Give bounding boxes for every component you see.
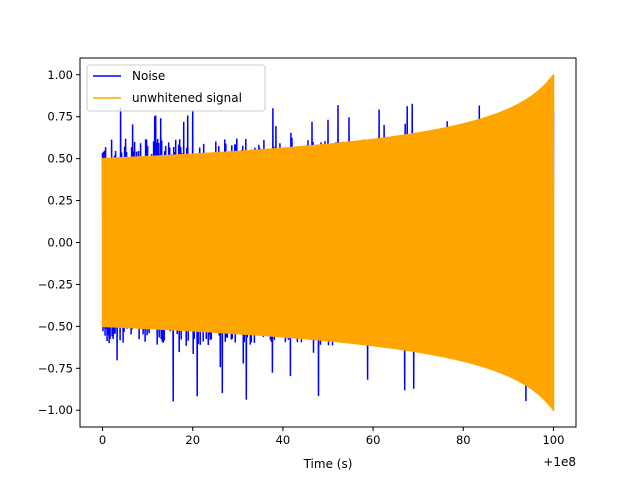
y-tick-label: −0.75 (38, 361, 73, 375)
x-tick-label: 60 (366, 433, 381, 447)
x-tick-label: 40 (276, 433, 291, 447)
y-tick-label: 1.00 (47, 68, 73, 82)
x-offset-label: +1e8 (543, 455, 576, 469)
y-tick-label: −1.00 (38, 403, 73, 417)
x-axis-label: Time (s) (303, 457, 353, 471)
axis-ticks: 0 20 40 60 80 100 −1.00 −0.75 −0.50 −0.25 0.00 0.25… (38, 68, 565, 447)
x-tick-label: 80 (456, 433, 471, 447)
legend-label-signal: unwhitened signal (132, 91, 242, 105)
legend-label-noise: Noise (132, 69, 165, 83)
legend: Noise unwhitened signal (86, 64, 266, 112)
y-tick-label: 0.75 (47, 110, 73, 124)
y-tick-label: 0.25 (47, 194, 73, 208)
y-tick-label: −0.50 (38, 319, 73, 333)
series-signal-envelope (101, 74, 555, 411)
y-tick-label: −0.25 (38, 277, 73, 291)
x-tick-label: 100 (542, 433, 564, 447)
x-tick-label: 20 (185, 433, 200, 447)
y-tick-label: 0.00 (47, 236, 73, 250)
plot-area (101, 74, 555, 411)
legend-box (86, 64, 266, 112)
y-tick-label: 0.50 (47, 152, 73, 166)
x-tick-label: 0 (99, 433, 106, 447)
